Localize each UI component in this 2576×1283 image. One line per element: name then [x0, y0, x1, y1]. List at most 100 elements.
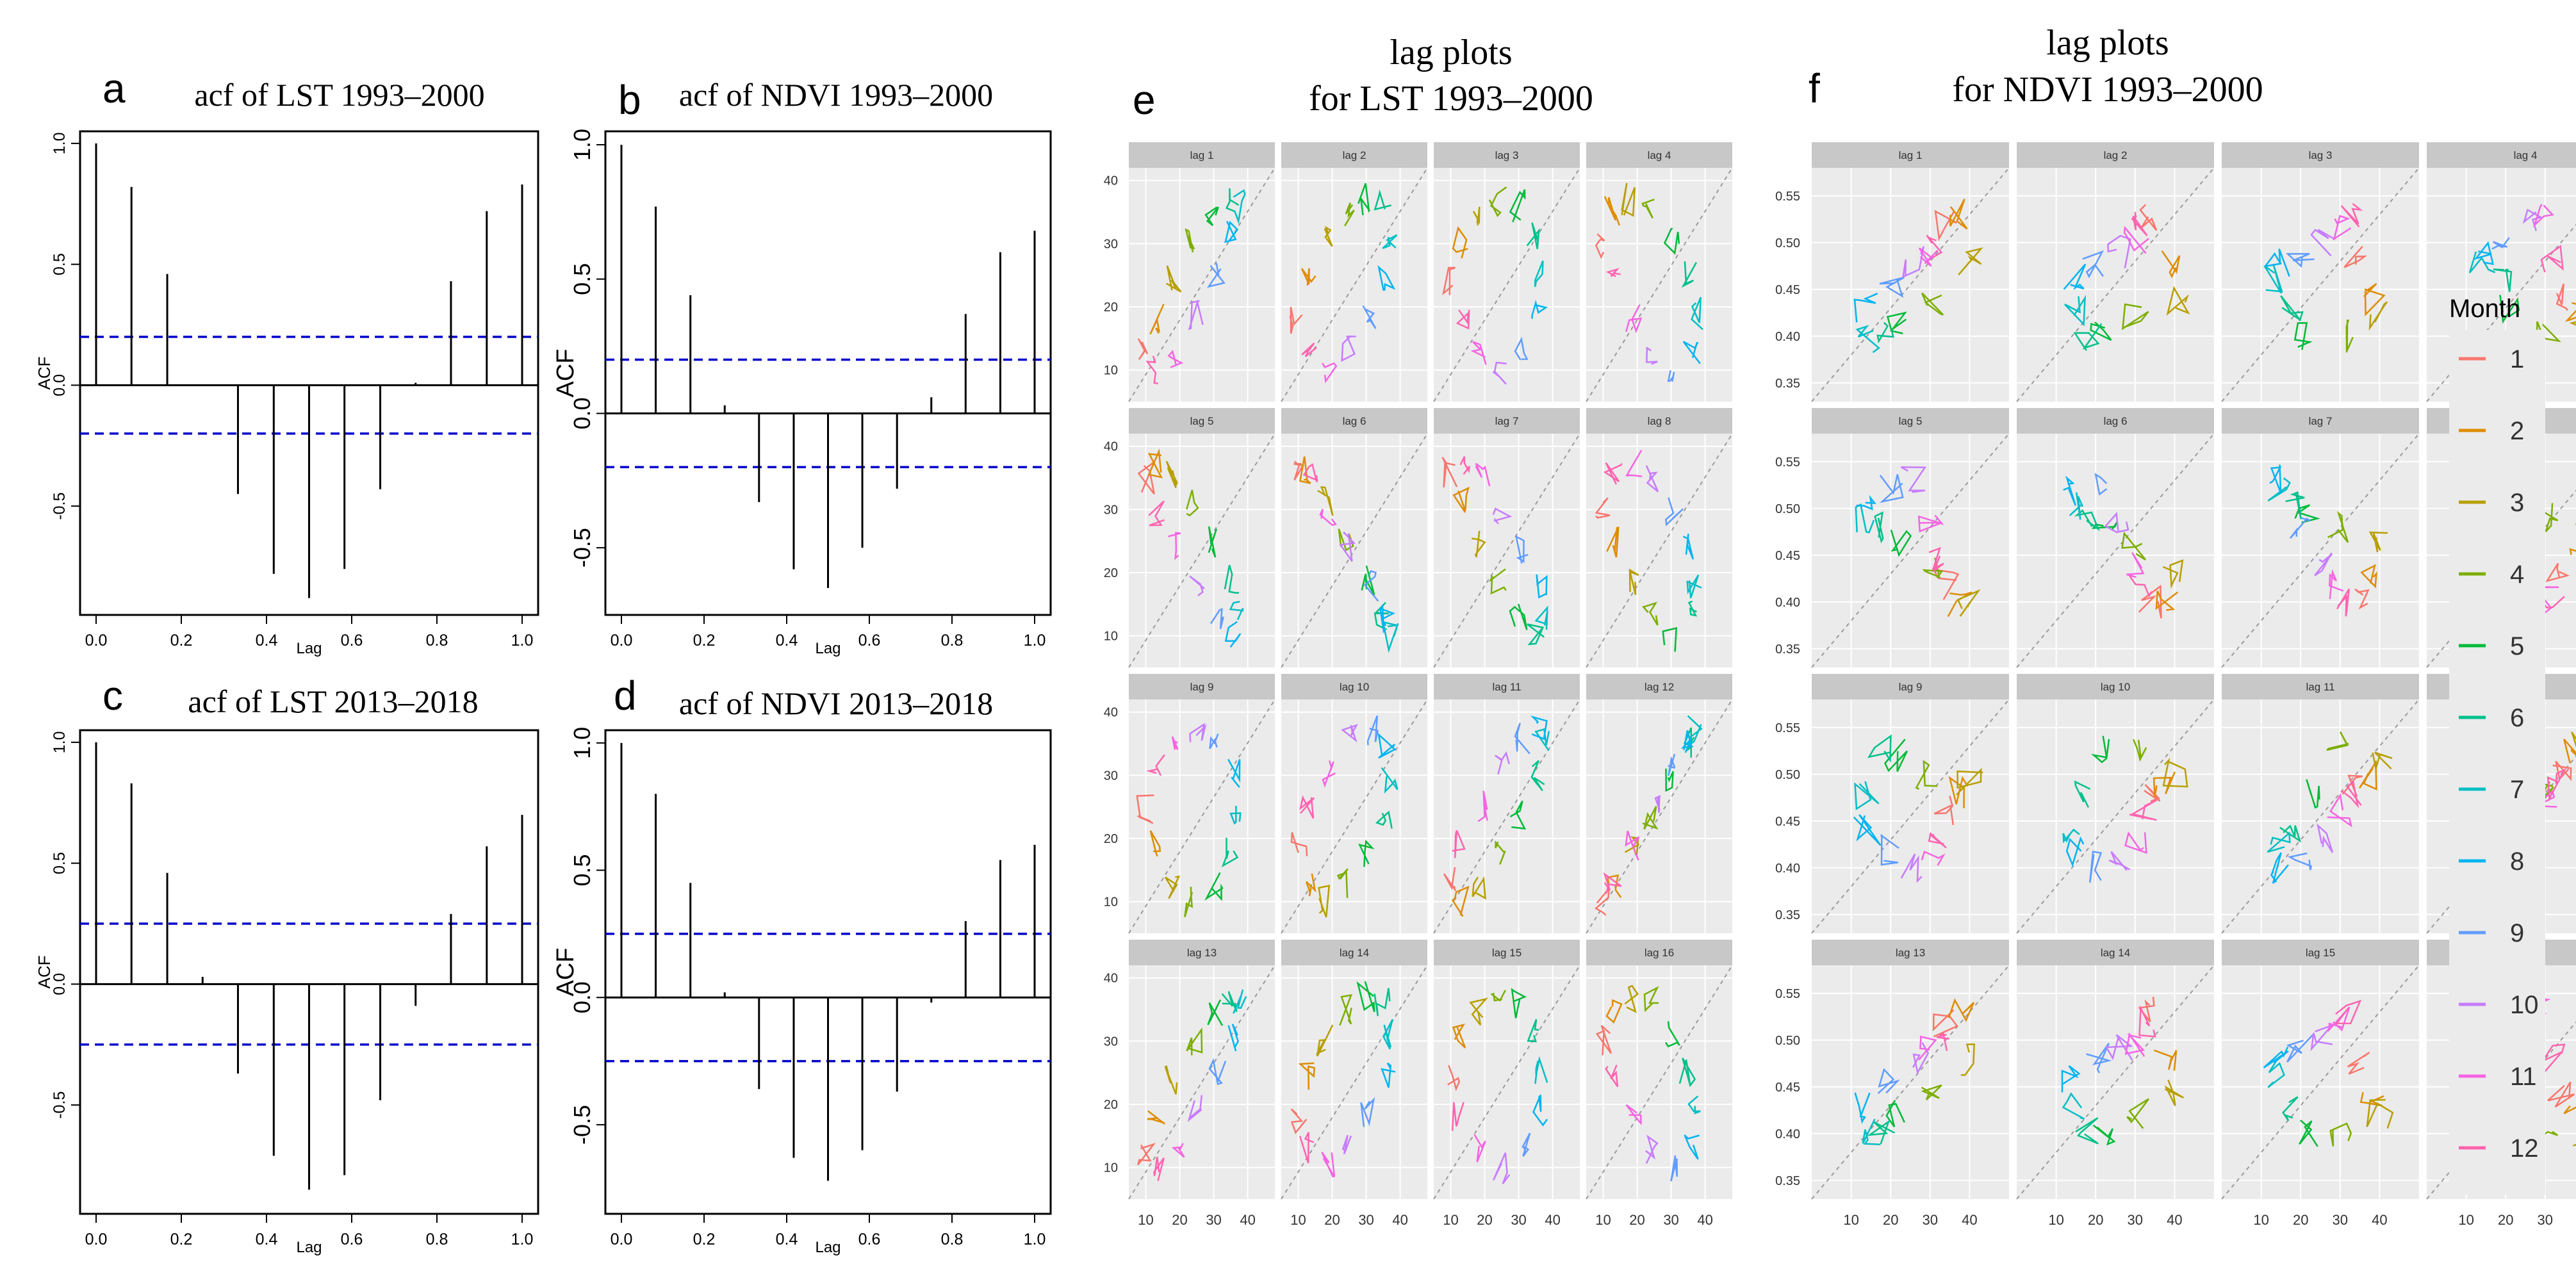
diagonal-reference-line: [1811, 433, 2010, 668]
month-series-path: [1319, 509, 1337, 527]
month-series-path: [1189, 723, 1207, 742]
month-series-path: [2123, 225, 2149, 254]
month-series-path: [1361, 565, 1375, 596]
month-series-path: [2065, 836, 2085, 867]
month-series-path: [1515, 535, 1529, 564]
month-series-path: [1148, 500, 1165, 527]
month-series-path: [1921, 850, 1946, 866]
month-series-path: [1625, 304, 1643, 334]
month-series-path: [1855, 325, 1880, 354]
x-tick-label: 0.4: [256, 632, 278, 650]
month-series-path: [2327, 793, 2352, 828]
month-series-path: [2294, 504, 2320, 523]
month-series-path: [1490, 990, 1506, 1002]
x-tick-label: 0.2: [693, 1230, 716, 1248]
y-tick-label: 0.5: [569, 263, 595, 295]
facet-strip: [1129, 940, 1275, 965]
y-tick-label: 40: [1104, 706, 1118, 720]
month-series-path: [1654, 795, 1661, 813]
month-series-path: [2126, 1098, 2149, 1129]
month-series-path: [1447, 1065, 1461, 1091]
month-series-path: [1595, 1025, 1612, 1056]
month-series-path: [1186, 1027, 1203, 1056]
facet-strip: [2222, 940, 2419, 965]
month-series-path: [1879, 276, 1905, 298]
x-tick-label: 10: [1843, 1212, 1858, 1228]
facet-panel: [1281, 965, 1427, 1199]
month-series-path: [1957, 589, 1981, 617]
month-series-path: [1358, 839, 1375, 867]
facet-strip: [1812, 674, 2009, 699]
month-series-path: [2094, 473, 2108, 496]
month-series-path: [1204, 206, 1219, 226]
month-series-path: [2161, 250, 2181, 279]
legend-item-label: 5: [2510, 632, 2524, 660]
month-series-path: [2267, 1061, 2286, 1088]
facet-panel: [1434, 168, 1580, 402]
month-series-path: [1221, 991, 1238, 1012]
month-series-path: [2088, 851, 2103, 883]
month-series-path: [2329, 1122, 2352, 1147]
panel-letter-d: d: [614, 673, 637, 719]
month-series-path: [2270, 852, 2289, 884]
month-series-path: [1470, 341, 1487, 365]
month-series-path: [1472, 206, 1481, 225]
month-series-path: [2569, 548, 2576, 555]
month-series-path: [1185, 228, 1195, 253]
month-series-path: [1624, 985, 1639, 1013]
facet-label: lag 14: [2101, 947, 2130, 959]
facet-panel: [1129, 434, 1275, 667]
x-tick-label: 0.4: [776, 632, 798, 650]
month-series-path: [2366, 1099, 2394, 1129]
month-series-path: [2124, 831, 2147, 854]
x-tick-label: 10: [1290, 1212, 1306, 1228]
y-tick-label: 0.50: [1775, 502, 1800, 516]
month-series-path: [1322, 362, 1338, 384]
chart-e-title: lag plots: [1390, 33, 1512, 72]
y-tick-label: 1.0: [51, 731, 69, 753]
x-axis-label: Lag: [815, 1239, 841, 1256]
month-series-path: [1628, 568, 1639, 595]
x-tick-label: 40: [2167, 1212, 2182, 1228]
facet-label: lag 6: [2104, 415, 2128, 427]
month-series-path: [1625, 450, 1643, 478]
month-series-path: [2138, 1005, 2156, 1038]
facet-strip: [1434, 674, 1580, 699]
legend-title: Month: [2449, 295, 2520, 323]
month-series-path: [1377, 265, 1396, 291]
facet-label: lag 2: [2104, 149, 2128, 161]
month-series-path: [2368, 531, 2388, 553]
month-series-path: [1960, 1043, 1975, 1076]
plot-frame: [79, 729, 539, 1215]
month-series-path: [1625, 1104, 1642, 1125]
month-series-path: [2132, 739, 2147, 762]
facet-strip: [1129, 408, 1275, 434]
y-tick-label: 0.50: [1775, 1034, 1800, 1048]
month-series-path: [1336, 868, 1349, 898]
month-series-path: [1605, 999, 1623, 1024]
month-series-path: [1290, 832, 1308, 856]
facet-label: lag 7: [2309, 415, 2333, 427]
y-tick-label: 0.5: [569, 854, 595, 887]
facet-panel: [2222, 965, 2419, 1199]
month-series-path: [2092, 1124, 2116, 1146]
month-series-path: [2328, 1006, 2350, 1033]
month-series-path: [2540, 1043, 2566, 1074]
panel-letter-e: e: [1133, 77, 1156, 123]
month-series-path: [2522, 208, 2543, 231]
month-series-path: [1856, 494, 1876, 511]
facet-strip: [2427, 142, 2576, 168]
month-series-path: [1932, 568, 1960, 600]
month-series-path: [2327, 511, 2349, 543]
y-tick-label: 0.35: [1775, 377, 1800, 391]
facet-strip: [1281, 408, 1427, 434]
month-series-path: [1667, 370, 1675, 382]
month-series-path: [1475, 462, 1491, 487]
month-series-path: [1526, 222, 1540, 249]
facet-panel: [2222, 699, 2419, 933]
y-tick-label: 0.55: [1775, 987, 1800, 1001]
month-series-path: [1344, 202, 1355, 227]
legend-item-label: 2: [2510, 417, 2524, 445]
month-series-path: [1374, 601, 1390, 630]
